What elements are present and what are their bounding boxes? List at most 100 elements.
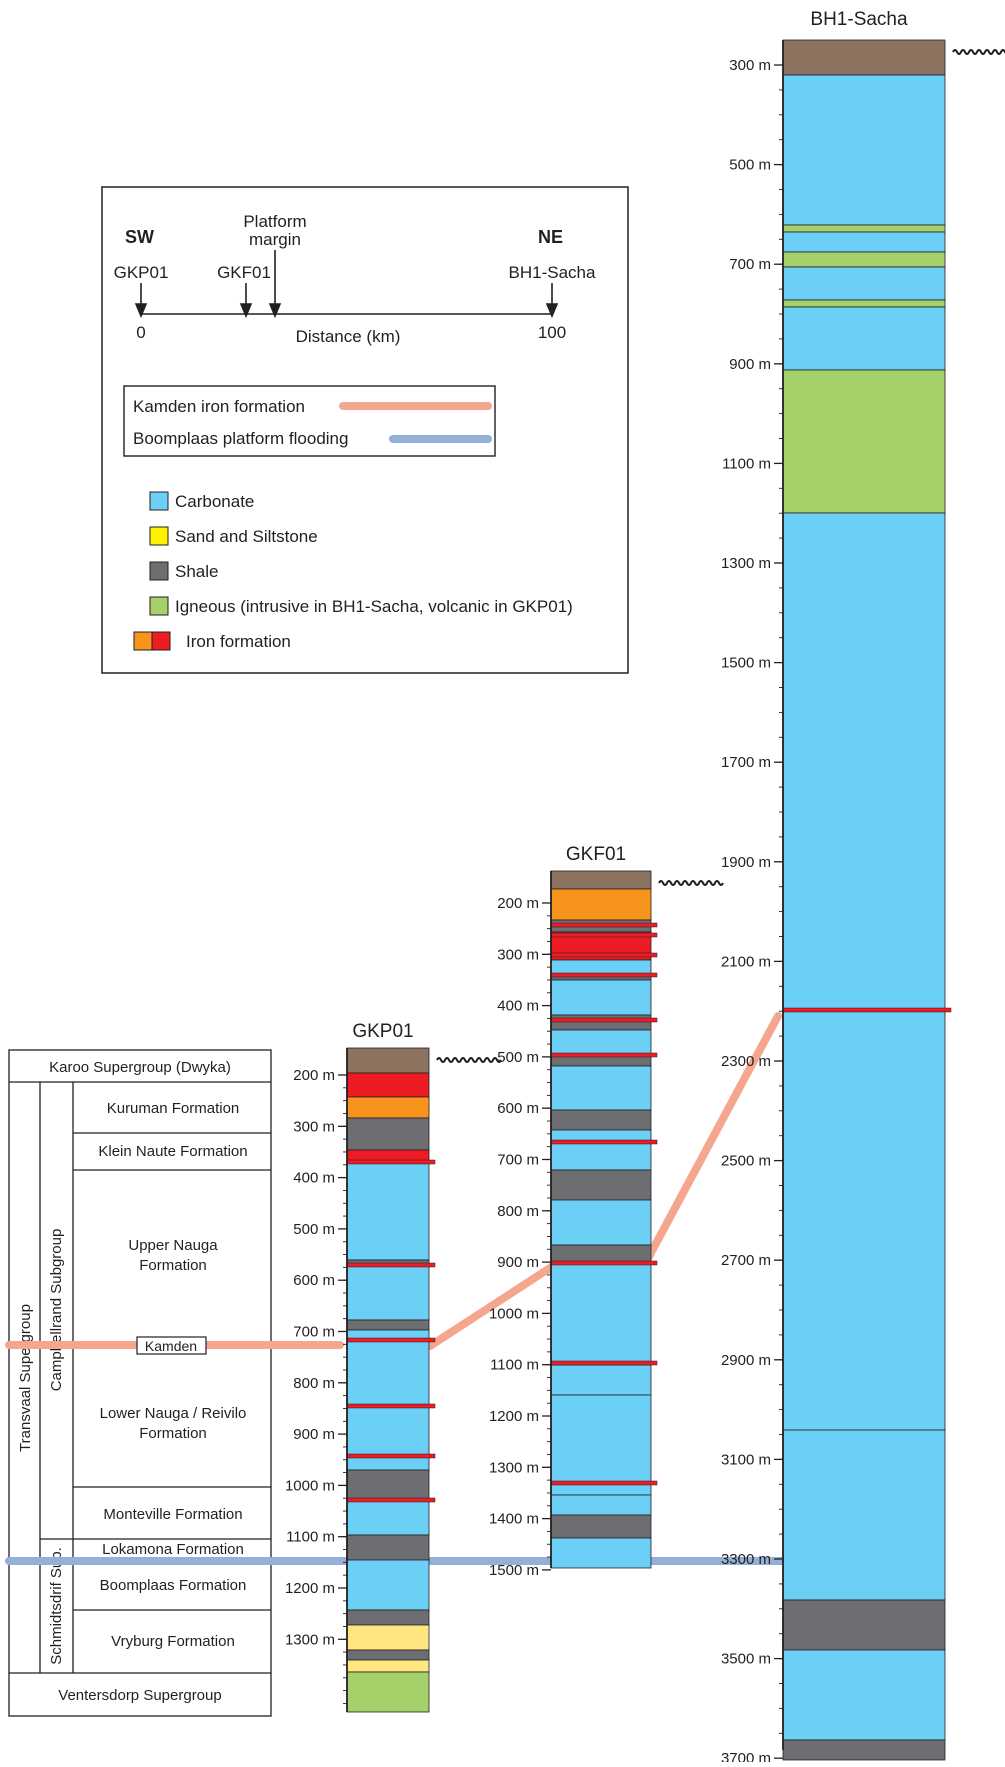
- column-title: BH1-Sacha: [810, 9, 908, 30]
- column-gkf01: GKF01 200 m 300 m 400 m 500 m 600 m 700 m 800 m…: [489, 844, 724, 1579]
- distance-tick-0: 0: [136, 323, 145, 342]
- lithology-unit: [550, 1537, 652, 1569]
- depth-label: 400 m: [497, 998, 539, 1015]
- formation-lokamona: Lokamona Formation: [102, 1541, 244, 1558]
- formation-kuruman: Kuruman Formation: [107, 1100, 240, 1117]
- swatch-igneous: [149, 596, 169, 616]
- legend-ne-label: NE: [538, 227, 563, 247]
- depth-label: 1200 m: [285, 1580, 335, 1597]
- lithology-unit: [782, 224, 946, 233]
- legend-platform-label-2: margin: [249, 230, 301, 249]
- formation-monteville: Monteville Formation: [103, 1506, 242, 1523]
- lithology-unit: [550, 1514, 652, 1539]
- depth-label: 500 m: [729, 157, 771, 174]
- depth-label: 500 m: [497, 1049, 539, 1066]
- lithology-unit: [346, 1264, 430, 1321]
- lithology-carbonate-label: Carbonate: [175, 492, 254, 511]
- lithology-unit: [346, 1329, 430, 1471]
- unconformity-symbol: [952, 49, 1005, 55]
- legend-sw-label: SW: [125, 227, 154, 247]
- depth-label: 3100 m: [721, 1451, 771, 1468]
- lithology-unit: [550, 979, 652, 1016]
- depth-label: 3300 m: [721, 1551, 771, 1568]
- depth-label: 600 m: [497, 1100, 539, 1117]
- depth-label: 600 m: [293, 1272, 335, 1289]
- legend-well-bh1-sacha: BH1-Sacha: [509, 263, 596, 282]
- swatch-iron-red: [151, 631, 171, 651]
- lithology-unit: [550, 1014, 652, 1031]
- iron-formation-bed: [346, 1403, 436, 1409]
- lithology-unit: [782, 512, 946, 1011]
- iron-formation-bed: [346, 1159, 436, 1165]
- depth-label: 1300 m: [721, 555, 771, 572]
- lithology-unit: [346, 1649, 430, 1661]
- iron-formation-bed: [550, 1052, 658, 1058]
- formation-upper-nauga-line: Upper Nauga: [128, 1237, 218, 1254]
- iron-formation-bed: [346, 1497, 436, 1503]
- lithology-unit: [346, 1047, 430, 1074]
- lithology-unit: [550, 1262, 652, 1366]
- depth-label: 1200 m: [489, 1408, 539, 1425]
- iron-formation-bed: [346, 1337, 436, 1343]
- depth-label: 900 m: [729, 356, 771, 373]
- distance-axis-label: Distance (km): [296, 327, 401, 346]
- iron-formation-bed: [346, 1262, 436, 1268]
- depth-label: 1300 m: [285, 1631, 335, 1648]
- lithology-unit: [782, 1739, 946, 1761]
- depth-label: 1700 m: [721, 754, 771, 771]
- swatch-sand-siltstone: [149, 526, 169, 546]
- depth-label: 1900 m: [721, 854, 771, 871]
- lithology-key: Carbonate Sand and Siltstone Shale Igneo…: [133, 491, 573, 651]
- lithology-unit: [346, 1096, 430, 1119]
- lithology-unit: [550, 1394, 652, 1496]
- iron-formation-bed: [346, 1453, 436, 1459]
- lithology-unit: [346, 1319, 430, 1331]
- kamden-marker: Kamden: [136, 1336, 207, 1355]
- kamden-line-label: Kamden iron formation: [133, 397, 305, 416]
- formation-upper-nauga: Upper Nauga Formation: [128, 1237, 218, 1274]
- iron-formation-bed: [550, 932, 658, 938]
- lithology-unit: [346, 1499, 430, 1536]
- lithology-unit: [550, 1169, 652, 1201]
- depth-label: 1400 m: [489, 1511, 539, 1528]
- formation-boomplaas: Boomplaas Formation: [100, 1577, 247, 1594]
- lithology-unit: [782, 299, 946, 308]
- depth-label: 3700 m: [721, 1750, 771, 1762]
- lithology-unit: [782, 1009, 946, 1431]
- formation-klein-naute: Klein Naute Formation: [98, 1143, 247, 1160]
- depth-label: 2700 m: [721, 1252, 771, 1269]
- lithology-unit: [782, 369, 946, 514]
- column-title: GKF01: [566, 844, 626, 865]
- iron-formation-bed: [550, 1017, 658, 1023]
- iron-formation-bed: [550, 1480, 658, 1486]
- swatch-carbonate: [149, 491, 169, 511]
- lithology-sand-label: Sand and Siltstone: [175, 527, 318, 546]
- lithology-unit: [782, 1599, 946, 1651]
- iron-formation-bed: [550, 1360, 658, 1366]
- formation-vryburg: Vryburg Formation: [111, 1633, 235, 1650]
- lithology-unit: [346, 1469, 430, 1501]
- lithology-unit: [550, 888, 652, 921]
- iron-formation-bed: [550, 1260, 658, 1266]
- lithology-shale-label: Shale: [175, 562, 218, 581]
- lithology-unit: [346, 1609, 430, 1626]
- lithology-igneous-label: Igneous (intrusive in BH1-Sacha, volcani…: [175, 597, 573, 616]
- lithology-unit: [346, 1624, 430, 1651]
- lithology-unit: [550, 1244, 652, 1264]
- lithology-unit: [782, 266, 946, 301]
- depth-label: 700 m: [497, 1152, 539, 1169]
- formation-upper-nauga-line: Formation: [139, 1257, 207, 1274]
- depth-label: 2900 m: [721, 1352, 771, 1369]
- lithology-unit: [550, 1129, 652, 1171]
- depth-label: 300 m: [497, 946, 539, 963]
- depth-label: 300 m: [729, 57, 771, 74]
- depth-label: 1500 m: [721, 655, 771, 672]
- lithology-unit: [782, 1649, 946, 1741]
- depth-label: 200 m: [293, 1067, 335, 1084]
- lithology-iron-label: Iron formation: [186, 632, 291, 651]
- lithology-unit: [346, 1559, 430, 1611]
- iron-formation-bed: [782, 1007, 952, 1013]
- swatch-shale: [149, 561, 169, 581]
- transvaal-supergroup-label: Transvaal Supergroup: [17, 1304, 34, 1452]
- depth-label: 1500 m: [489, 1562, 539, 1579]
